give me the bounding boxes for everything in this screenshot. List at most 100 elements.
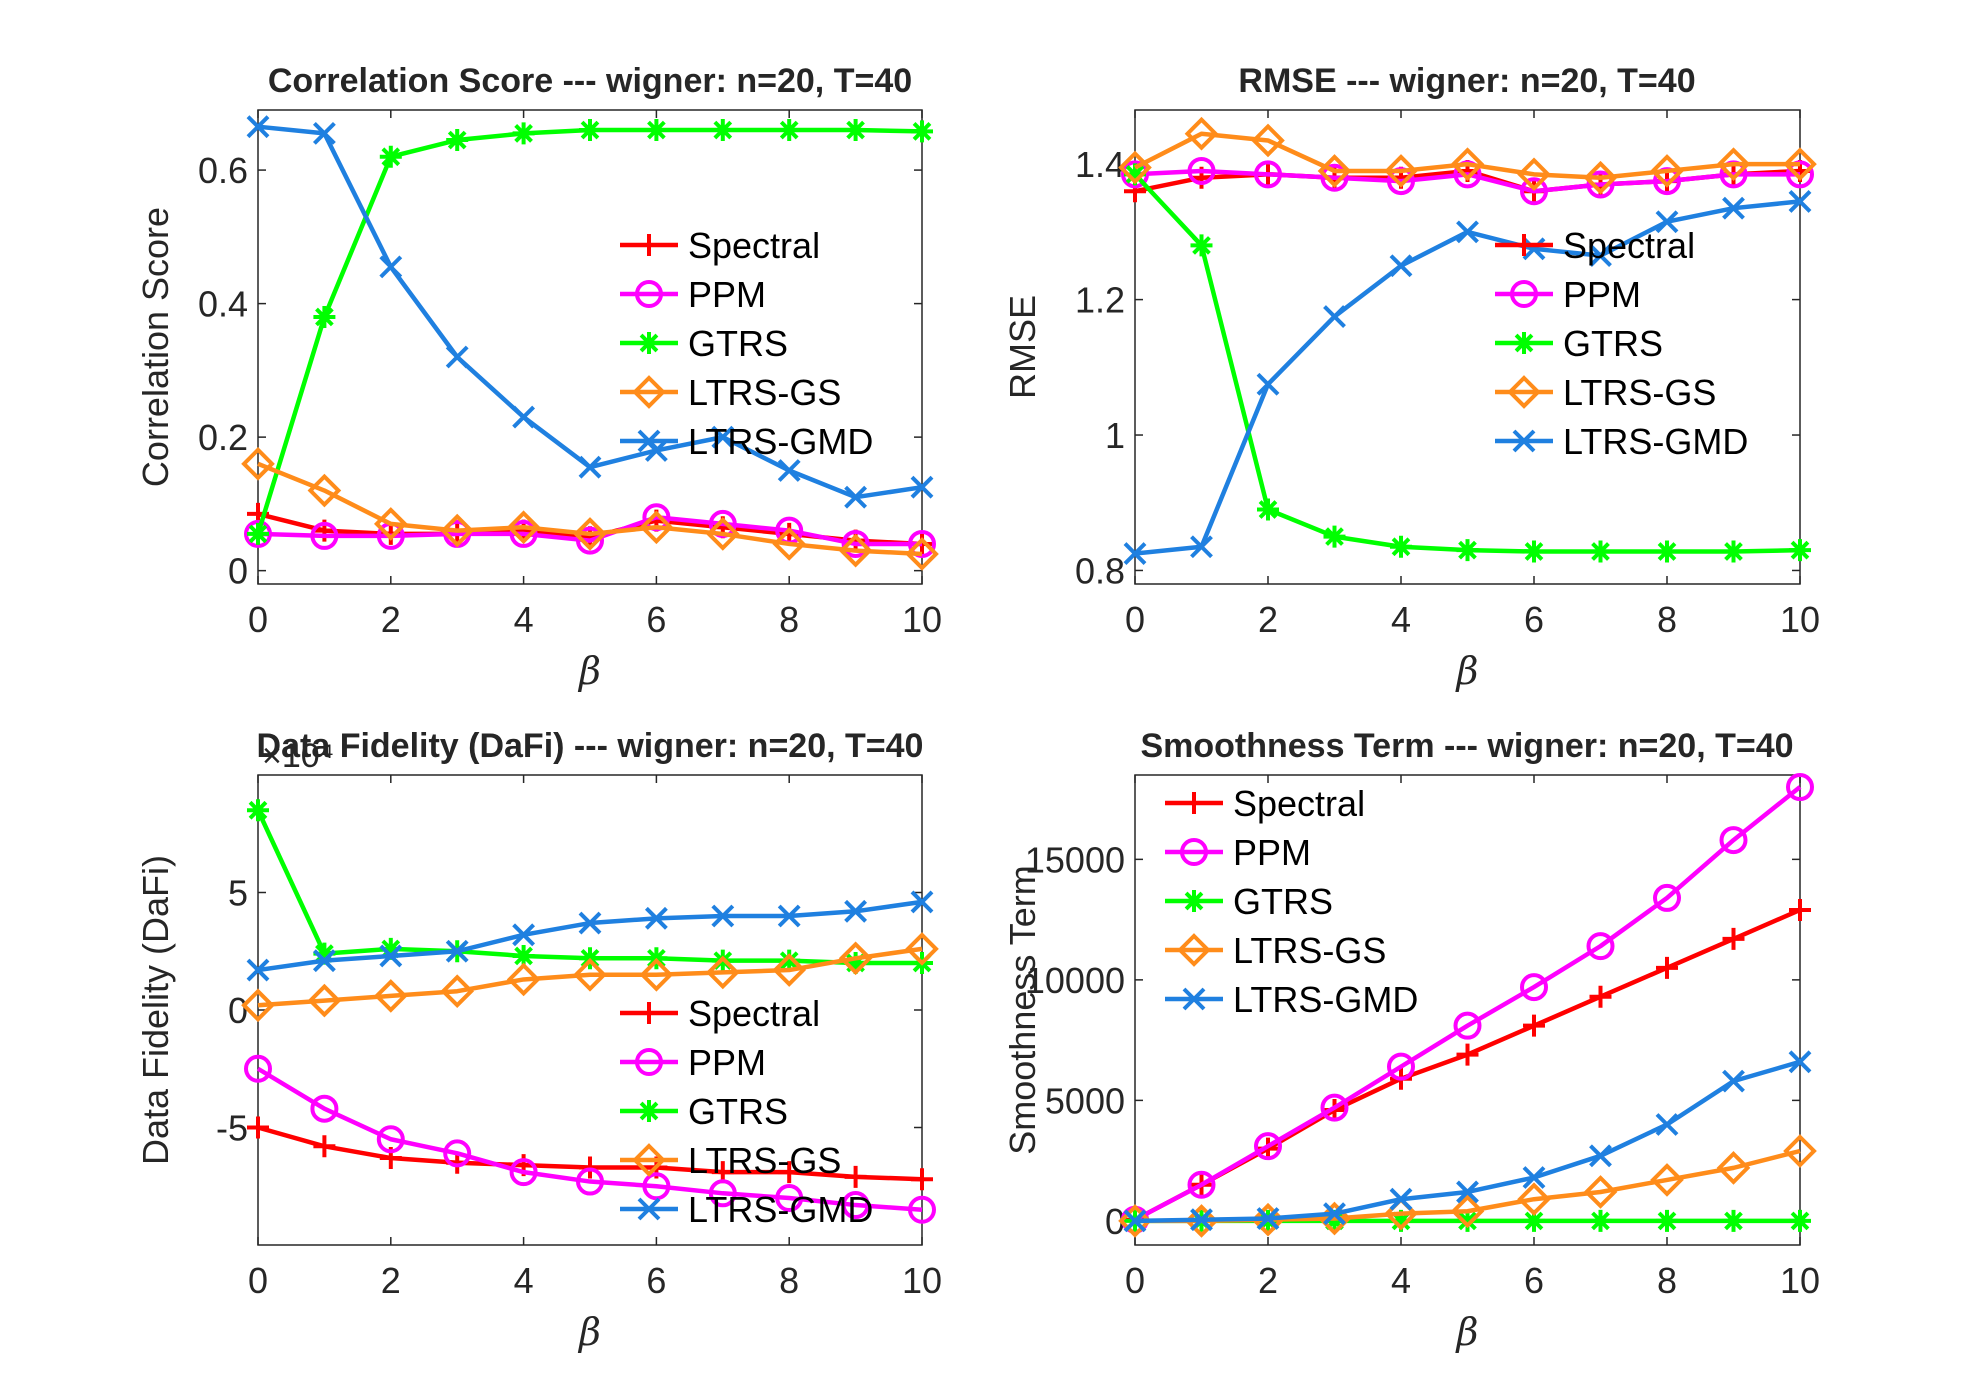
- x-tick-label: 8: [779, 1260, 799, 1301]
- legend-entry: LTRS-GMD: [1233, 979, 1418, 1020]
- data-point: [247, 1116, 269, 1139]
- y-axis-label: RMSE: [1002, 295, 1043, 399]
- data-point: [1317, 154, 1352, 188]
- data-point: [1788, 189, 1812, 213]
- data-point: [1251, 123, 1285, 158]
- data-point: [376, 1125, 405, 1154]
- data-point: [1187, 1170, 1216, 1199]
- data-point: [1522, 1166, 1546, 1189]
- data-point: [578, 455, 602, 479]
- series-gtrs: [1124, 163, 1811, 563]
- y-axis-label: Data Fidelity (DaFi): [135, 855, 176, 1165]
- data-point: [844, 899, 868, 923]
- chart-title: RMSE --- wigner: n=20, T=40: [1238, 62, 1695, 100]
- series-ppm: [244, 503, 936, 558]
- legend-entry: LTRS-GS: [688, 1140, 841, 1181]
- data-point: [1523, 1014, 1545, 1037]
- data-point: [313, 1135, 336, 1158]
- data-point: [247, 522, 269, 545]
- data-point: [1589, 1144, 1612, 1168]
- data-point: [772, 953, 807, 987]
- data-point: [911, 1168, 933, 1191]
- data-point: [910, 475, 934, 499]
- legend-marker: [638, 332, 660, 354]
- data-point: [506, 962, 541, 997]
- data-point: [1722, 927, 1745, 950]
- data-point: [708, 1179, 737, 1208]
- data-point: [639, 957, 674, 992]
- data-point: [1389, 1187, 1413, 1211]
- data-point: [1256, 1207, 1280, 1230]
- x-axis-label: β: [1455, 1310, 1479, 1354]
- data-point: [1387, 1052, 1415, 1081]
- x-tick-label: 10: [902, 1260, 942, 1301]
- data-point: [512, 923, 536, 947]
- legend-marker: [1510, 280, 1538, 308]
- data-point: [1320, 163, 1349, 192]
- data-point: [379, 145, 402, 168]
- data-point: [1656, 540, 1678, 563]
- subplot-3: 0 2 4 6 8 10 -5 0 5 Data Fidelity (DaFi) --- wign…: [135, 727, 942, 1354]
- data-point: [908, 1195, 936, 1224]
- data-point: [1453, 1011, 1482, 1040]
- data-point: [379, 255, 403, 279]
- data-point: [838, 533, 873, 568]
- subplot-2: 0 2 4 6 8 10 0.8 1 1.2 1.4 RMSE --- wigner: n=20, …: [1002, 62, 1820, 693]
- data-point: [312, 949, 336, 973]
- data-point: [1656, 956, 1678, 979]
- y-tick-label: -5: [216, 1108, 248, 1149]
- x-tick-label: 4: [1391, 1260, 1411, 1301]
- legend-marker: [1180, 838, 1208, 866]
- data-point: [509, 1158, 538, 1187]
- data-point: [841, 1191, 870, 1220]
- data-point: [1589, 244, 1612, 268]
- x-tick-label: 8: [1657, 1260, 1677, 1301]
- data-point: [1320, 1093, 1349, 1122]
- chart-title: Correlation Score --- wigner: n=20, T=40: [268, 62, 912, 100]
- data-point: [1456, 1180, 1479, 1204]
- legend-entry: PPM: [688, 274, 766, 315]
- data-point: [1589, 1209, 1612, 1232]
- x-tick-label: 6: [1524, 1260, 1544, 1301]
- data-point: [778, 949, 801, 972]
- data-point: [1789, 898, 1811, 921]
- series-line: [256, 1066, 923, 1212]
- data-point: [711, 425, 735, 449]
- x-tick-label: 2: [381, 1260, 401, 1301]
- y-axis-label: Smoothness Term: [1002, 865, 1043, 1154]
- data-point: [1456, 1043, 1479, 1066]
- data-point: [711, 904, 735, 928]
- data-point: [1788, 1050, 1812, 1074]
- data-point: [241, 988, 275, 1023]
- x-tick-label: 4: [514, 599, 534, 640]
- data-point: [1583, 160, 1618, 195]
- data-point: [1124, 163, 1146, 186]
- data-point: [777, 459, 801, 482]
- data-point: [775, 1184, 804, 1212]
- legend-marker: [637, 1197, 661, 1221]
- legend-marker: [635, 280, 663, 308]
- data-point: [1655, 1113, 1679, 1136]
- data-point: [1523, 540, 1545, 563]
- data-point: [1589, 540, 1612, 563]
- legend-entry: LTRS-GMD: [688, 1189, 873, 1230]
- data-point: [1589, 985, 1612, 1008]
- data-point: [844, 485, 868, 509]
- legend-marker: [638, 1100, 660, 1122]
- data-point: [1257, 498, 1279, 521]
- data-point: [313, 305, 336, 328]
- data-point: [509, 519, 538, 548]
- data-point: [905, 537, 939, 571]
- legend: Spectral PPM GTRS LTRS-GS LTRS-GMD: [620, 225, 873, 462]
- data-point: [1789, 1209, 1811, 1232]
- data-point: [772, 527, 807, 561]
- legend-entry: Spectral: [1233, 783, 1365, 824]
- data-point: [1517, 157, 1551, 192]
- legend-entry: LTRS-GS: [688, 372, 841, 413]
- data-point: [844, 119, 867, 142]
- legend-entry: LTRS-GMD: [688, 421, 873, 462]
- data-point: [1655, 210, 1679, 234]
- data-point: [1384, 154, 1418, 188]
- data-point: [1656, 1209, 1678, 1232]
- y-tick-label: 0.8: [1075, 550, 1125, 591]
